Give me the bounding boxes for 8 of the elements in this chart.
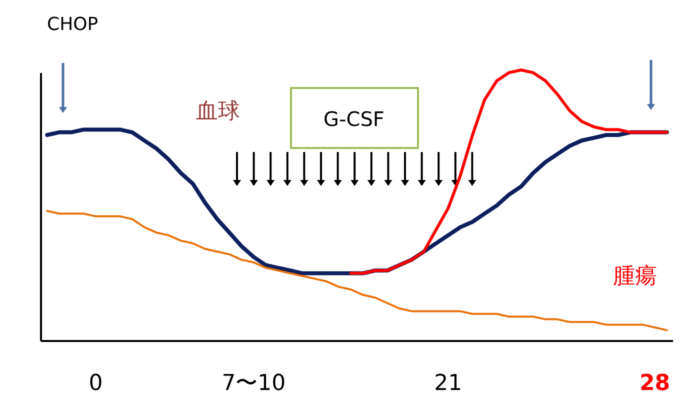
annotation: 腫瘍 [613,264,657,289]
text: CHOP [47,14,98,35]
x-tick-label: 21 [434,371,462,396]
x-tick-label: 0 [88,371,103,396]
x-tick-label: 7〜10 [222,371,286,396]
annotation: G-CSF [324,107,384,131]
x-tick-label: 28 [639,371,670,396]
annotation: 血球 [196,99,240,124]
